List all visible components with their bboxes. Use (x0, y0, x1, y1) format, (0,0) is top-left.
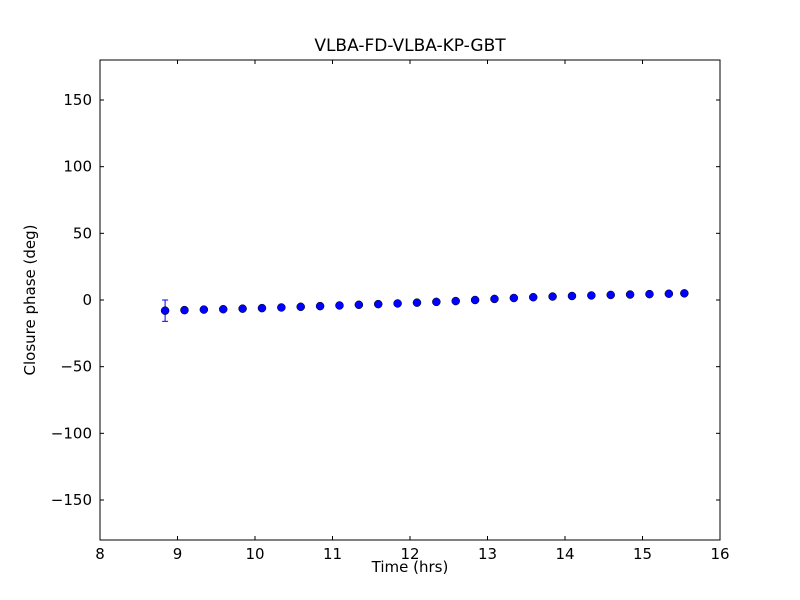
data-point (315, 301, 325, 311)
data-point (412, 298, 422, 307)
data-point (354, 300, 364, 310)
x-tick-label: 13 (478, 545, 497, 563)
y-axis-label-text: Closure phase (deg) (21, 224, 39, 376)
data-point (277, 303, 286, 312)
data-point (160, 306, 170, 315)
data-point (606, 290, 615, 300)
x-tick-label: 10 (245, 545, 264, 563)
data-point (432, 297, 441, 307)
x-tick-label: 11 (323, 545, 342, 563)
data-point (664, 289, 674, 298)
data-point (509, 293, 519, 303)
x-tick-label: 12 (400, 545, 419, 563)
data-point (257, 303, 267, 313)
data-point (645, 289, 654, 299)
data-point (528, 292, 538, 302)
data-point (587, 291, 596, 300)
x-axis-label: Time (hrs) (371, 558, 449, 576)
data-point (625, 290, 635, 299)
x-tick-label: 8 (95, 545, 105, 563)
y-tick-label: −100 (51, 424, 92, 442)
data-point (296, 302, 305, 312)
data-point (548, 292, 557, 301)
data-point (199, 305, 209, 314)
data-point (238, 304, 247, 313)
x-tick-label: 16 (710, 545, 729, 563)
data-point (218, 304, 228, 314)
y-tick-label: 0 (82, 291, 92, 309)
data-point (490, 294, 499, 304)
y-tick-label: 50 (73, 224, 92, 242)
x-tick-label: 14 (555, 545, 574, 563)
data-point (393, 299, 402, 308)
data-point (180, 305, 189, 315)
axes-frame (99, 59, 721, 541)
y-tick-label: −50 (60, 358, 92, 376)
data-point (451, 296, 460, 306)
y-tick-label: 100 (63, 158, 92, 176)
data-point (373, 299, 383, 309)
chart-title: VLBA-FD-VLBA-KP-GBT (314, 36, 506, 56)
x-tick-label: 15 (633, 545, 652, 563)
data-point (335, 301, 344, 310)
x-tick-label: 9 (173, 545, 183, 563)
data-point (680, 289, 689, 298)
data-point (470, 295, 480, 305)
data-point (567, 291, 577, 301)
y-tick-label: −150 (51, 491, 92, 509)
y-tick-label: 150 (63, 91, 92, 109)
